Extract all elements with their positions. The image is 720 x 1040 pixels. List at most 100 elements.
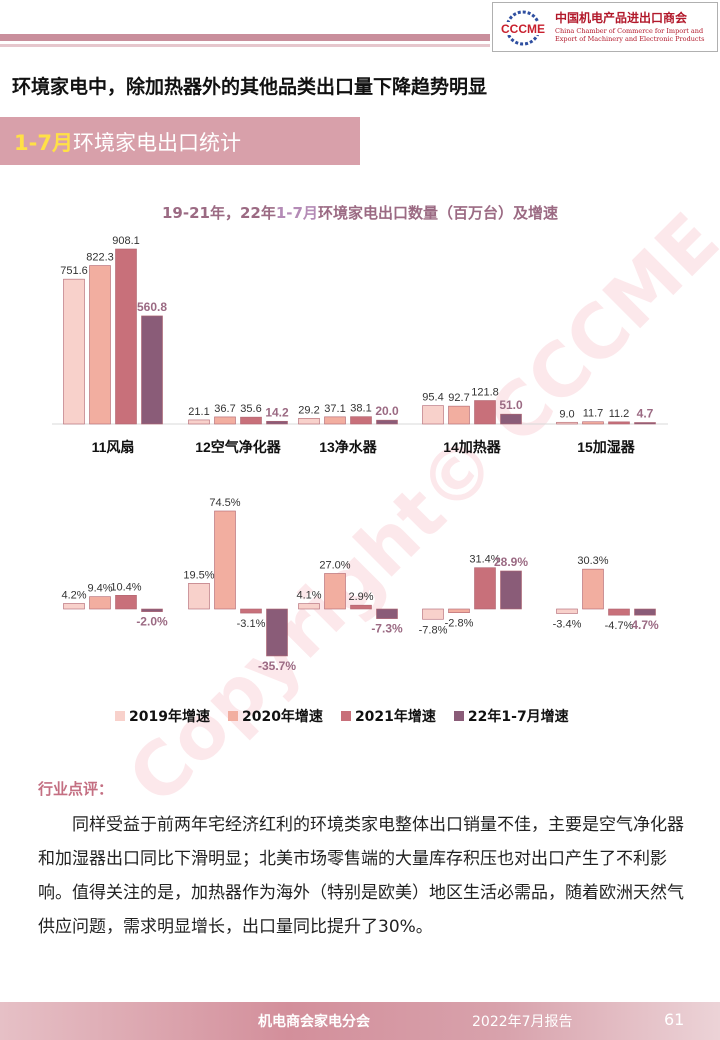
org-name-cn: 中国机电产品进出口商会: [555, 11, 688, 25]
logo-badge-text: CCCME: [501, 22, 545, 36]
qty-data-label: 95.4: [422, 392, 443, 404]
growth-data-label: 9.4%: [87, 583, 112, 595]
qty-data-label: 21.1: [188, 406, 209, 418]
growth-bar: [350, 604, 372, 610]
qty-data-label: 37.1: [324, 403, 345, 415]
growth-data-label: 4.2%: [61, 589, 86, 601]
legend-label-2019: 2019年增速: [129, 709, 210, 725]
qty-data-label: 35.6: [240, 403, 261, 415]
header-stripe: [0, 34, 490, 41]
qty-data-label: 121.8: [471, 387, 499, 399]
growth-bar: [298, 603, 320, 610]
chart-title-part2: 环境家电出口数量（百万台）及增速: [317, 204, 558, 222]
growth-data-label: 27.0%: [319, 559, 350, 571]
growth-bar: [448, 608, 470, 613]
growth-data-label: 28.9%: [494, 555, 528, 569]
qty-data-label: 560.8: [137, 300, 167, 314]
qty-data-label: 92.7: [448, 392, 469, 404]
comment-label: 行业点评：: [38, 780, 114, 798]
category-tick-label: 12空气净化器: [195, 439, 282, 455]
category-tick-label: 15加湿器: [577, 439, 636, 455]
legend-item-2020: 2020年增速: [227, 706, 323, 726]
qty-data-label: 29.2: [298, 404, 319, 416]
growth-data-label: -7.8%: [419, 624, 448, 636]
legend-item-2021: 2021年增速: [340, 706, 436, 726]
qty-bar: [556, 421, 578, 425]
qty-bar: [608, 421, 630, 425]
growth-bar: [422, 608, 444, 620]
footer-date: 2022年7月报告: [472, 1014, 573, 1030]
qty-bar: [582, 421, 604, 425]
growth-bar: [266, 608, 288, 657]
qty-data-label: 9.0: [559, 408, 574, 420]
growth-bar: [89, 596, 111, 610]
growth-data-label: 31.4%: [469, 554, 500, 566]
growth-bar: [141, 608, 163, 612]
section-title-rest: 环境家电出口统计: [72, 131, 241, 155]
chart-legend: 2019年增速 2020年增速 2021年增速 22年1-7月增速: [115, 706, 569, 726]
growth-bar: [556, 608, 578, 614]
qty-data-label: 20.0: [375, 404, 399, 418]
growth-bar: [500, 570, 522, 610]
qty-bar: [634, 422, 656, 425]
legend-swatch-2022: [453, 711, 464, 721]
org-name-en: China Chamber of Commerce for Import and…: [555, 27, 705, 43]
growth-data-label: 10.4%: [110, 581, 141, 593]
growth-data-label: -3.4%: [553, 618, 582, 630]
qty-bar: [266, 420, 288, 425]
legend-label-2022: 22年1-7月增速: [467, 709, 569, 725]
growth-bar: [634, 608, 656, 616]
growth-data-label: 2.9%: [348, 591, 373, 603]
qty-data-label: 11.2: [609, 408, 630, 420]
footer-band: [0, 1002, 720, 1040]
qty-data-label: 51.0: [499, 398, 523, 412]
qty-bar: [448, 405, 470, 425]
page-number: 61: [664, 1010, 685, 1029]
cccme-logo: CCCME 中国机电产品进出口商会 China Chamber of Comme…: [492, 2, 718, 52]
qty-bar: [298, 418, 320, 425]
growth-data-label: -3.1%: [237, 618, 266, 630]
growth-data-label: 4.1%: [296, 590, 321, 602]
qty-bar: [188, 419, 210, 425]
growth-data-label: 19.5%: [183, 569, 214, 581]
qty-data-label: 4.7: [637, 407, 654, 421]
section-title: 1-7月环境家电出口统计: [14, 127, 241, 157]
qty-bar: [376, 419, 398, 425]
page-headline: 环境家电中，除加热器外的其他品类出口量下降趋势明显: [12, 76, 488, 98]
qty-data-label: 822.3: [86, 252, 114, 264]
growth-bar: [376, 608, 398, 619]
growth-data-label: -4.7%: [605, 620, 634, 632]
top-bar: CCCME 中国机电产品进出口商会 China Chamber of Comme…: [0, 0, 720, 56]
qty-bar: [474, 400, 496, 425]
qty-data-label: 908.1: [112, 235, 140, 247]
qty-bar: [422, 405, 444, 425]
qty-bar: [63, 278, 85, 425]
legend-swatch-2019: [115, 711, 125, 721]
legend-label-2020: 2020年增速: [241, 709, 323, 725]
category-tick-label: 14加热器: [443, 439, 502, 455]
growth-bar: [214, 510, 236, 610]
legend-swatch-2020: [227, 711, 238, 721]
qty-data-label: 751.6: [60, 265, 88, 277]
growth-bar: [608, 608, 630, 616]
qty-bar: [500, 413, 522, 425]
legend-item-2022: 22年1-7月增速: [453, 706, 569, 726]
growth-data-label: 30.3%: [577, 555, 608, 567]
qty-data-label: 11.7: [583, 408, 604, 420]
qty-bar: [214, 416, 236, 425]
growth-bar: [324, 573, 346, 610]
growth-bar: [240, 608, 262, 614]
section-band: [0, 117, 360, 165]
growth-bar: [115, 595, 137, 610]
comment-body: 同样受益于前两年宅经济红利的环境类家电整体出口销量不佳，主要是空气净化器和加湿器…: [38, 815, 684, 937]
legend-swatch-2021: [340, 711, 351, 721]
growth-bar: [474, 567, 496, 610]
growth-bar: [582, 568, 604, 610]
qty-bar: [89, 265, 111, 425]
legend-item-2019: 2019年增速: [115, 706, 210, 726]
qty-bar: [115, 248, 137, 425]
qty-bar: [141, 315, 163, 425]
growth-data-label: -2.8%: [445, 618, 474, 630]
growth-data-label: -35.7%: [258, 659, 296, 673]
